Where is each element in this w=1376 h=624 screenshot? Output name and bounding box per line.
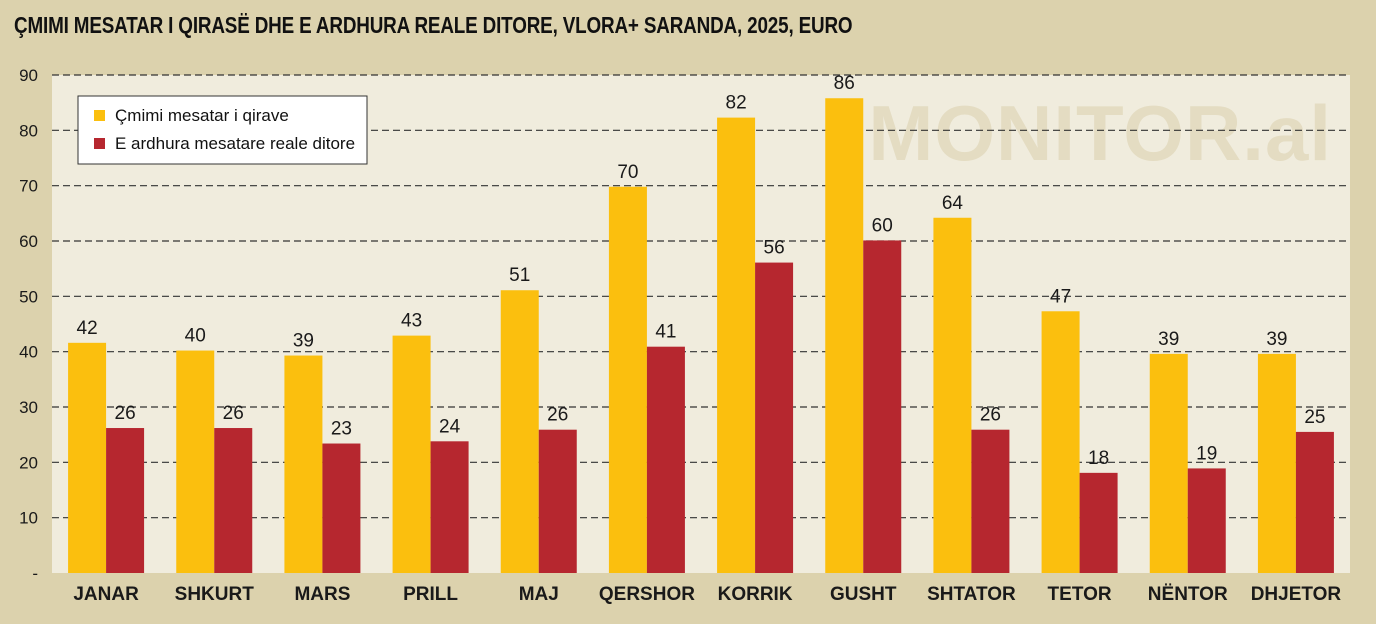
bar-rent [717, 117, 756, 574]
y-tick-label: 50 [19, 287, 38, 306]
data-label: 60 [872, 215, 893, 236]
bar-income [322, 443, 361, 573]
data-label: 26 [115, 403, 136, 424]
x-tick-label: DHJETOR [1251, 584, 1342, 605]
bar-rent [1149, 353, 1188, 573]
legend-swatch [94, 138, 105, 149]
x-tick-label: QERSHOR [599, 584, 695, 605]
bar-rent [500, 290, 539, 573]
y-tick-label: 60 [19, 232, 38, 251]
y-tick-label: 80 [19, 121, 38, 140]
legend: Çmimi mesatar i qirave E ardhura mesatare… [77, 95, 368, 165]
legend-label: E ardhura mesatare reale ditore [115, 134, 355, 153]
bar-rent [1257, 353, 1296, 573]
data-label: 39 [293, 331, 314, 352]
bar-income [214, 428, 253, 573]
x-tick-label: NËNTOR [1148, 584, 1228, 605]
data-label: 39 [1266, 329, 1287, 350]
data-label: 64 [942, 193, 964, 214]
data-label: 86 [834, 73, 855, 94]
data-label: 24 [439, 416, 461, 437]
x-tick-label: MAJ [519, 584, 559, 605]
legend-swatch [94, 110, 105, 121]
bar-rent [284, 355, 323, 573]
x-tick-label: TETOR [1048, 584, 1112, 605]
bar-income [106, 428, 145, 573]
data-label: 82 [726, 93, 747, 114]
x-tick-label: KORRIK [718, 584, 793, 605]
bar-income [538, 429, 577, 573]
bar-rent [825, 98, 864, 574]
y-tick-label: 90 [19, 66, 38, 85]
bar-rent [608, 186, 647, 574]
legend-box [77, 95, 368, 165]
x-tick-label: SHTATOR [927, 584, 1016, 605]
y-tick-label: - [32, 564, 38, 583]
bar-income [971, 429, 1010, 573]
data-label: 47 [1050, 286, 1071, 307]
y-tick-label: 40 [19, 343, 38, 362]
y-tick-label: 20 [19, 453, 38, 472]
data-label: 40 [185, 326, 206, 347]
data-label: 26 [223, 403, 244, 424]
bar-rent [392, 335, 431, 573]
bar-income [863, 240, 902, 574]
bar-income [1079, 472, 1118, 573]
x-tick-label: JANAR [73, 584, 139, 605]
bar-income [755, 262, 794, 573]
data-label: 51 [509, 265, 530, 286]
bar-rent [1041, 311, 1080, 573]
bar-rent [176, 350, 215, 573]
x-tick-label: GUSHT [830, 584, 897, 605]
watermark-text: MONITOR.al [868, 89, 1332, 177]
y-tick-label: 30 [19, 398, 38, 417]
bar-income [1295, 431, 1334, 573]
y-tick-label: 70 [19, 177, 38, 196]
bar-rent [68, 342, 107, 573]
x-tick-label: PRILL [403, 584, 458, 605]
data-label: 18 [1088, 448, 1109, 469]
data-label: 43 [401, 311, 422, 332]
chart-title: ÇMIMI MESATAR I QIRASË DHE E ARDHURA REA… [14, 12, 853, 38]
bar-rent [933, 217, 972, 573]
bar-income [1187, 468, 1226, 573]
bar-income [430, 441, 469, 573]
data-label: 23 [331, 419, 352, 440]
data-label: 26 [547, 405, 568, 426]
data-label: 56 [764, 238, 785, 259]
x-tick-label: MARS [294, 584, 350, 605]
data-label: 41 [655, 322, 676, 343]
bar-income [646, 346, 685, 573]
data-label: 39 [1158, 329, 1179, 350]
data-label: 70 [617, 162, 638, 183]
x-tick-label: SHKURT [175, 584, 255, 605]
data-label: 19 [1196, 443, 1217, 464]
data-label: 26 [980, 405, 1001, 426]
data-label: 25 [1304, 407, 1325, 428]
legend-label: Çmimi mesatar i qirave [115, 106, 289, 125]
data-label: 42 [77, 318, 98, 339]
y-tick-label: 10 [19, 509, 38, 528]
